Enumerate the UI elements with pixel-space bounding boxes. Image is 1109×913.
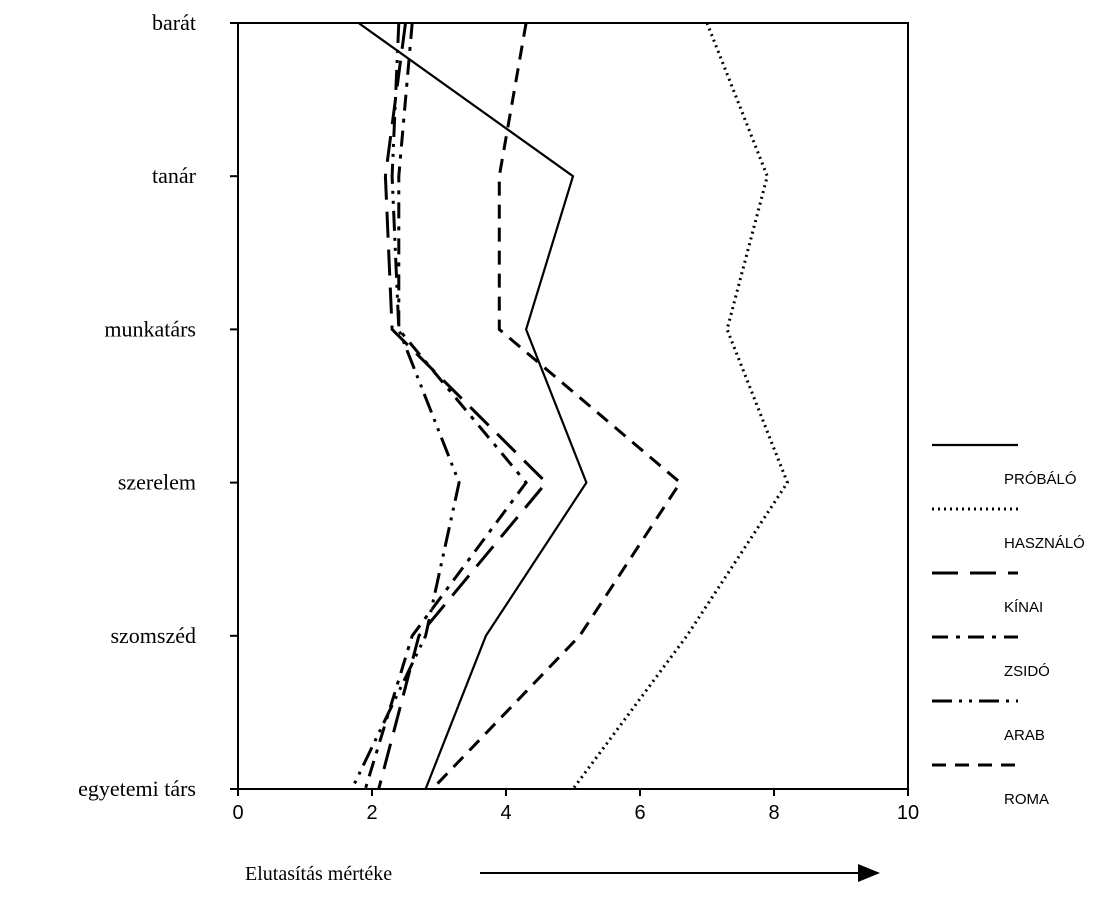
legend-label: ZSIDÓ (1004, 663, 1050, 680)
y-tick-label: munkatárs (104, 316, 196, 341)
series-line (573, 23, 787, 789)
legend: PRÓBÁLÓ HASZNÁLÓ KÍNAI ZSIDÓ ARAB ROMA (932, 445, 1085, 808)
legend-label: HASZNÁLÓ (1004, 535, 1085, 552)
series-lines (352, 23, 788, 789)
legend-label: KÍNAI (1004, 599, 1043, 616)
x-tick-label: 6 (634, 802, 645, 824)
plot-area (238, 23, 908, 789)
x-tick-label: 2 (366, 802, 377, 824)
y-tick-label: szomszéd (110, 623, 196, 648)
x-tick-label: 8 (768, 802, 779, 824)
x-axis-label: Elutasítás mértéke (245, 863, 392, 885)
x-tick-label: 0 (232, 802, 243, 824)
legend-label: PRÓBÁLÓ (1004, 471, 1077, 488)
y-tick-label: tanár (152, 163, 197, 188)
legend-label: ROMA (1004, 791, 1049, 808)
y-tick-label: szerelem (118, 470, 196, 495)
y-tick-label: egyetemi társ (78, 776, 196, 801)
y-tick-label: barát (152, 10, 196, 35)
y-axis: barát tanár munkatárs szerelem szomszéd egyet… (78, 10, 238, 801)
series-line (352, 23, 459, 789)
x-axis: 0 2 4 6 8 10 (232, 789, 919, 824)
series-line (359, 23, 587, 789)
x-tick-label: 4 (500, 802, 511, 824)
x-axis-title: Elutasítás mértéke (245, 863, 880, 885)
x-tick-label: 10 (897, 802, 919, 824)
x-axis-arrow-head (858, 864, 880, 882)
legend-label: ARAB (1004, 727, 1045, 744)
